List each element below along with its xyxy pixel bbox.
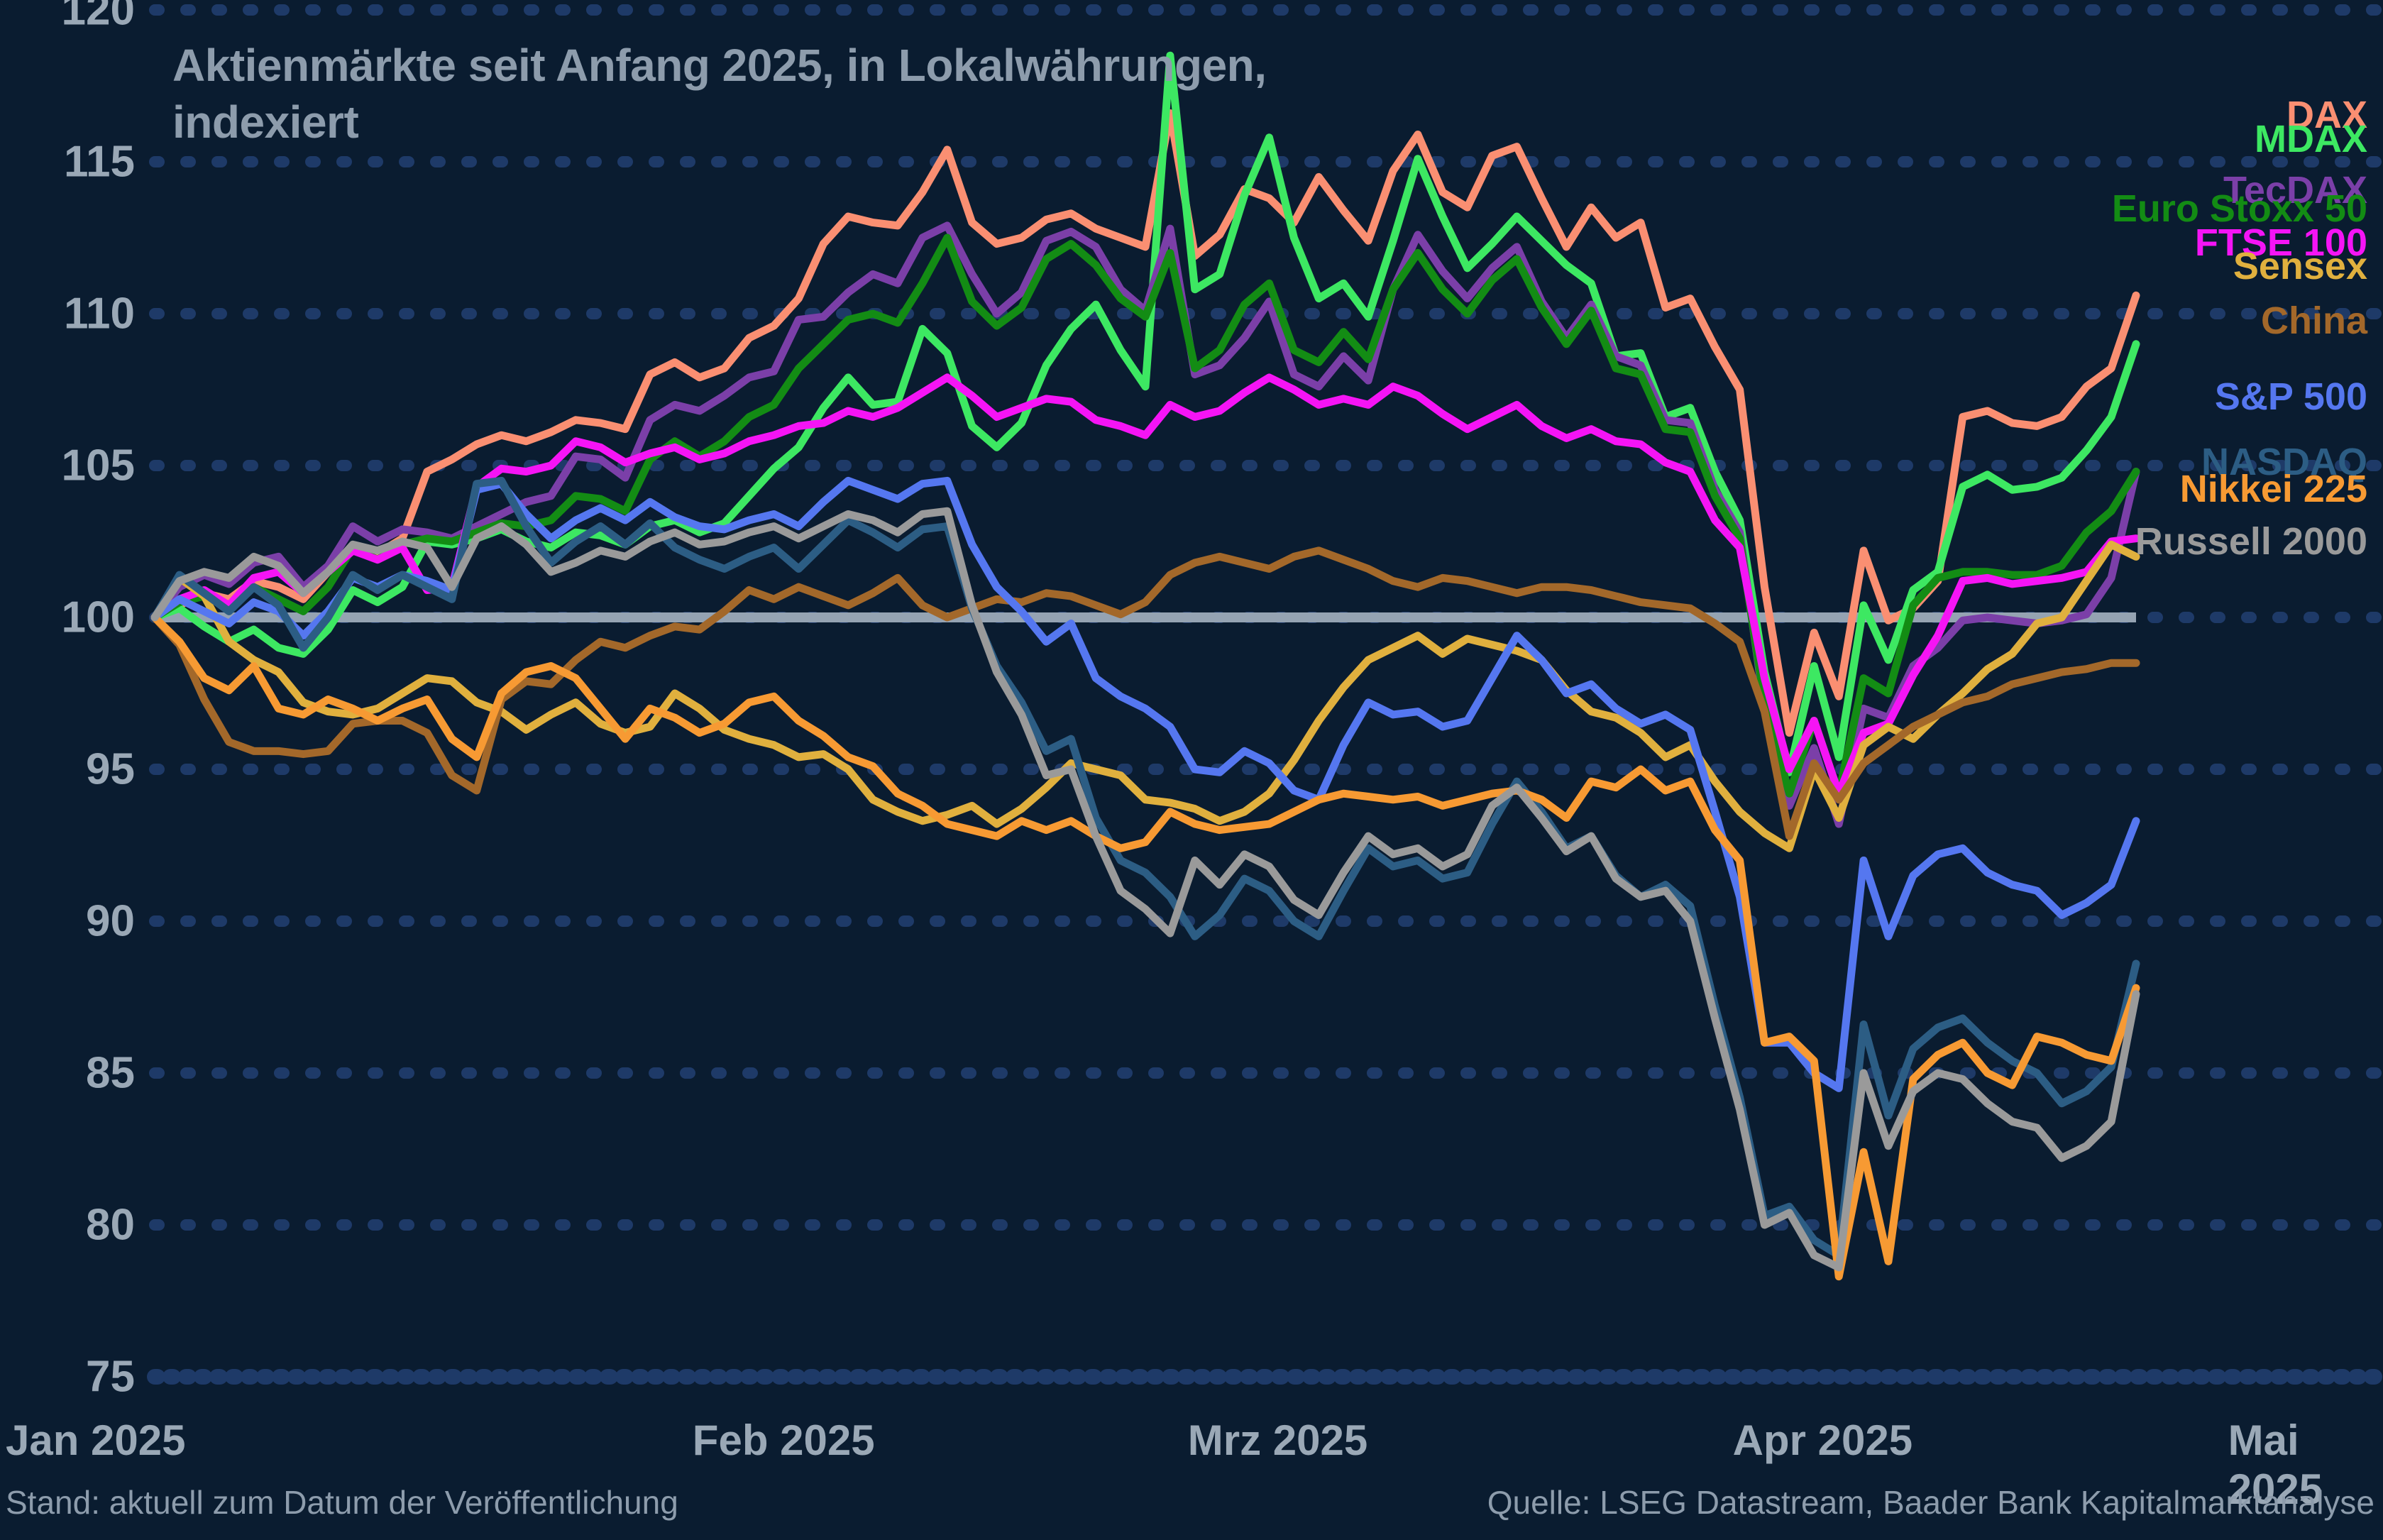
x-axis-tick-apr-2025: Apr 2025 [1732,1417,1913,1464]
y-axis-tick-105: 105 [61,441,135,490]
x-axis-tick-jan-2025: Jan 2025 [6,1417,186,1464]
legend-item-dax[interactable]: DAX [2286,94,2367,136]
legend-item-china[interactable]: China [2260,299,2367,342]
footer-note-left: Stand: aktuell zum Datum der Veröffentli… [6,1484,678,1521]
gridlines-group [147,4,2383,1385]
y-axis-tick-85: 85 [86,1048,135,1098]
y-axis-tick-90: 90 [86,896,135,946]
legend-item-nasdaq[interactable]: NASDAQ [2201,441,2367,483]
legend-item-mdax[interactable]: MDAX [2255,118,2367,160]
series-line-dax [150,109,2140,737]
series-line-nasdaq [150,476,2140,1260]
x-axis-tick-mai-2025: Mai 2025 [2228,1417,2323,1513]
y-axis-tick-115: 115 [63,137,135,187]
y-axis-tick-75: 75 [86,1352,135,1402]
x-axis-tick-mrz-2025: Mrz 2025 [1187,1417,1368,1464]
legend-item-euro-stoxx-50[interactable]: Euro Stoxx 50 [2111,187,2367,230]
series-line-china [150,546,2140,840]
y-axis-tick-100: 100 [61,593,135,642]
legend-item-russell-2000[interactable]: Russell 2000 [2135,520,2367,563]
legend-item-tecdax[interactable]: TecDAX [2223,169,2367,211]
x-axis-tick-feb-2025: Feb 2025 [692,1417,875,1464]
y-axis-tick-120: 120 [61,0,135,35]
y-axis-tick-95: 95 [86,744,135,794]
chart-title: Aktienmärkte seit Anfang 2025, in Lokalw… [172,37,1521,150]
series-lines-group [150,51,2140,1281]
footer-source-right: Quelle: LSEG Datastream, Baader Bank Kap… [1487,1484,2374,1521]
series-line-s-p-500 [150,476,2140,1092]
y-axis-tick-80: 80 [86,1200,135,1250]
chart-title-line1: Aktienmärkte seit Anfang 2025, in Lokalw… [172,40,1267,91]
legend-item-sensex[interactable]: Sensex [2233,245,2367,287]
legend-item-ftse-100[interactable]: FTSE 100 [2194,221,2367,264]
series-line-nikkei-225 [150,613,2140,1281]
legend-item-nikkei-225[interactable]: Nikkei 225 [2179,468,2367,510]
series-line-russell-2000 [150,507,2140,1272]
legend-item-s-p-500[interactable]: S&P 500 [2214,375,2367,418]
y-axis-tick-110: 110 [63,289,135,339]
chart-title-line2: indexiert [172,97,359,148]
